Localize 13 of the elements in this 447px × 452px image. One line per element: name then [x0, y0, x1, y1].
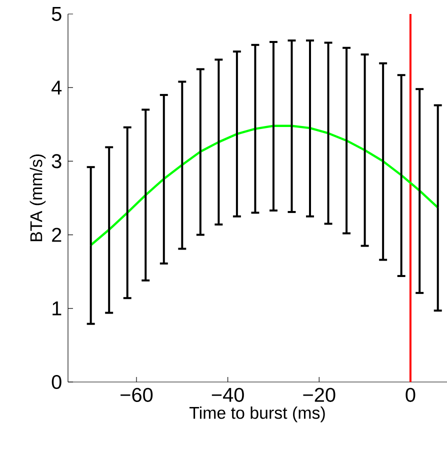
- y-tick-label: 2: [52, 228, 62, 242]
- x-tick-label: −40: [212, 388, 244, 402]
- y-tick-label: 5: [52, 7, 62, 21]
- y-tick-label: 0: [52, 374, 62, 390]
- line-series: [90, 124, 439, 246]
- x-tick-label: −20: [303, 388, 336, 402]
- y-tick-label: 3: [52, 154, 62, 168]
- y-axis-title: BTA (mm/s): [30, 154, 46, 242]
- y-tick-label: 1: [52, 302, 62, 316]
- x-tick-label: 0: [406, 388, 416, 402]
- y-tick-label: 4: [52, 80, 62, 94]
- x-axis-title: Time to burst (ms): [189, 406, 325, 422]
- x-tick-label: −60: [120, 388, 153, 402]
